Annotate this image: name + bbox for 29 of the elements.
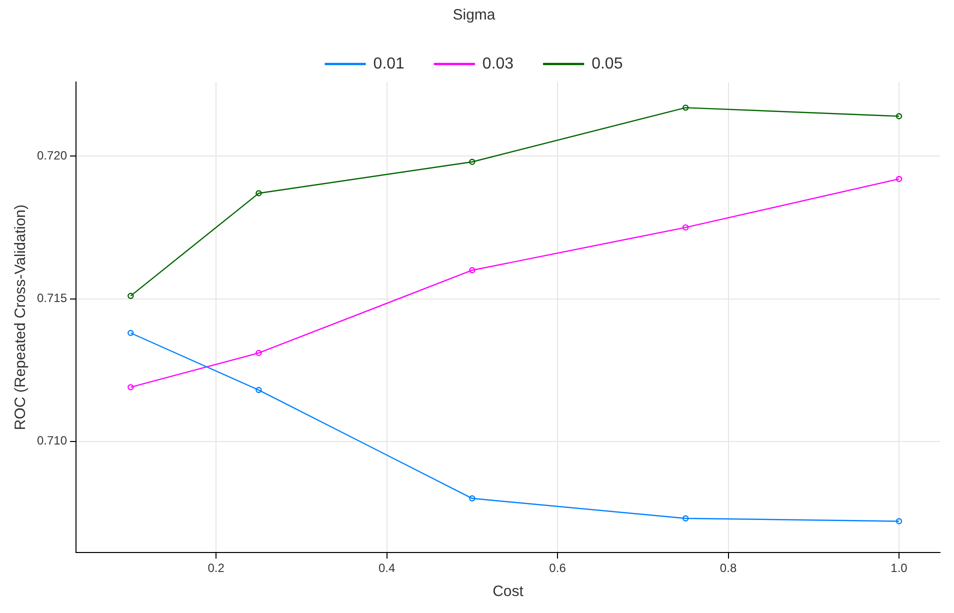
point <box>256 190 262 196</box>
point <box>682 224 689 231</box>
legend-title: Sigma <box>452 6 496 24</box>
point <box>256 350 262 356</box>
y-axis-title: ROC (Repeated Cross-Validation) <box>12 204 30 430</box>
x-tick-label: 1.0 <box>890 561 908 576</box>
point <box>128 292 134 300</box>
point <box>682 515 689 522</box>
point <box>128 330 134 336</box>
point <box>469 267 476 274</box>
y-tick-label: 0.710 <box>37 434 68 448</box>
point <box>469 495 476 502</box>
point <box>896 518 902 524</box>
x-tick-label: 0.6 <box>549 561 566 576</box>
legend-label: 0.01 <box>373 55 405 72</box>
x-tick-label: 0.8 <box>720 561 737 576</box>
point <box>682 104 689 111</box>
x-tick-label: 0.4 <box>378 561 396 576</box>
legend-label: 0.05 <box>592 55 623 72</box>
y-tick-label: 0.715 <box>37 291 68 306</box>
y-tick-label: 0.720 <box>37 148 68 162</box>
point <box>256 386 262 394</box>
point <box>896 113 902 120</box>
x-tick-label: 0.2 <box>208 561 225 576</box>
x-axis-title: Cost <box>492 583 524 600</box>
point <box>469 158 476 165</box>
point <box>128 384 134 390</box>
point <box>896 176 902 182</box>
legend-label: 0.03 <box>482 55 514 72</box>
